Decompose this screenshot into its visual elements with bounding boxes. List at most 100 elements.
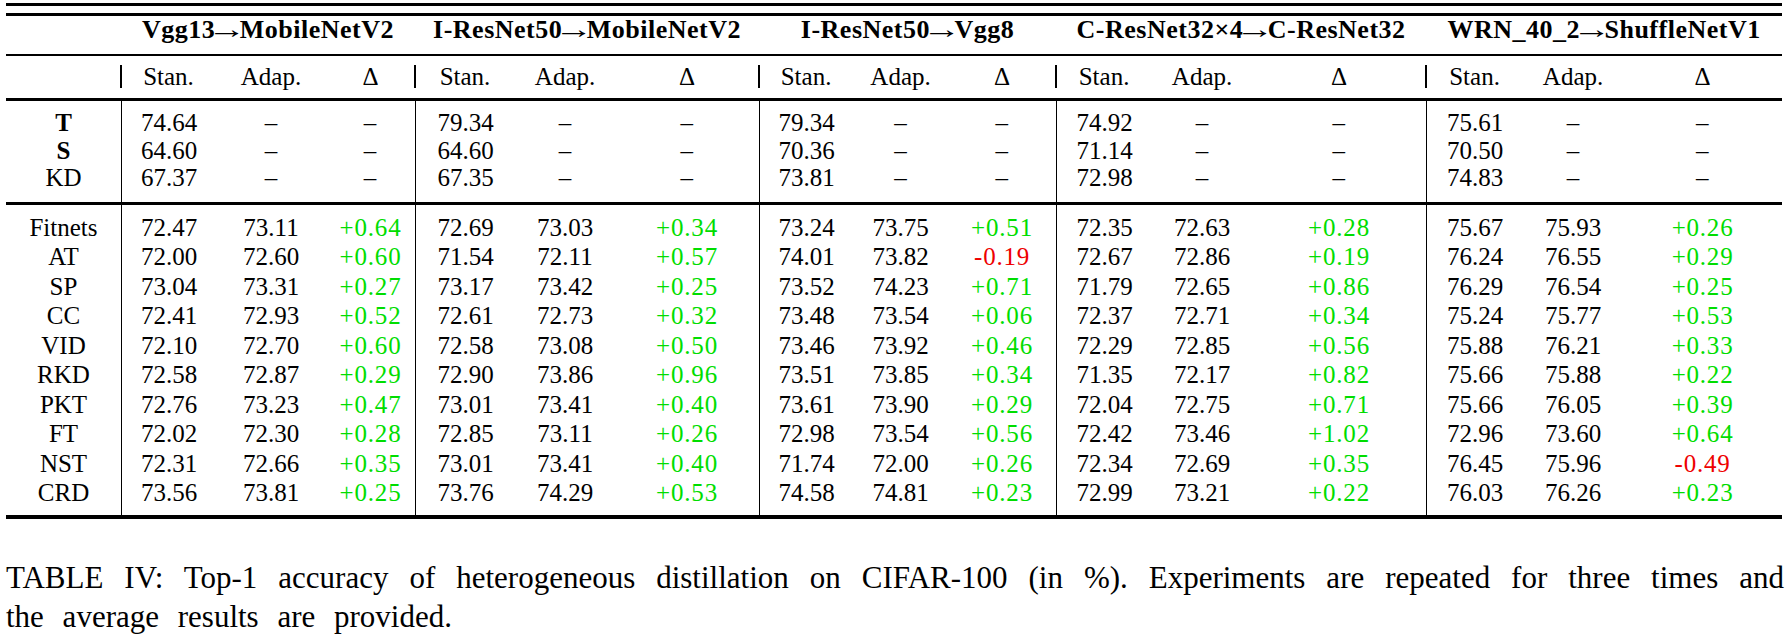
table-row: SP73.0473.31+0.2773.1773.42+0.2573.5274.…	[6, 272, 1782, 302]
adap-value: –	[1152, 137, 1252, 165]
adap-value: 72.30	[216, 419, 326, 449]
stan-value: 72.04	[1056, 390, 1152, 420]
results-table: Vgg13→MobileNetV2I-ResNet50→MobileNetV2I…	[6, 16, 1782, 515]
adap-value: 73.90	[853, 390, 948, 420]
spacer-cell	[415, 98, 515, 109]
column-group-header: WRN_40_2→ShuffleNetV1	[1426, 16, 1782, 54]
spacer-cell	[1523, 192, 1623, 213]
adap-value: 73.60	[1523, 419, 1623, 449]
adap-value: 72.17	[1152, 360, 1252, 390]
stan-value: 76.29	[1426, 272, 1523, 302]
group-header-row: Vgg13→MobileNetV2I-ResNet50→MobileNetV2I…	[6, 16, 1782, 54]
adap-value: 72.63	[1152, 213, 1252, 243]
delta-value: +0.47	[326, 390, 415, 420]
delta-value: +0.06	[948, 301, 1056, 331]
row-label: NST	[6, 449, 121, 479]
stan-value: 64.60	[415, 137, 515, 165]
delta-value: +1.02	[1252, 419, 1426, 449]
adap-value: 73.92	[853, 331, 948, 361]
delta-value: +0.86	[1252, 272, 1426, 302]
table-row: KD67.37––67.35––73.81––72.98––74.83––	[6, 164, 1782, 192]
delta-value: +0.35	[1252, 449, 1426, 479]
subheader-empty	[6, 54, 121, 99]
spacer-cell	[615, 192, 759, 213]
spacer-cell	[1523, 98, 1623, 109]
adap-value: –	[515, 109, 615, 137]
delta-value: +0.28	[326, 419, 415, 449]
spacer-cell	[415, 192, 515, 213]
column-group-header: Vgg13→MobileNetV2	[121, 16, 415, 54]
spacer-cell	[1056, 192, 1152, 213]
table-row: Fitnets72.4773.11+0.6472.6973.03+0.3473.…	[6, 213, 1782, 243]
adap-value: 73.23	[216, 390, 326, 420]
stan-value: 71.35	[1056, 360, 1152, 390]
delta-value: +0.96	[615, 360, 759, 390]
delta-value: +0.29	[1623, 242, 1782, 272]
row-label: CC	[6, 301, 121, 331]
subheader-adap: Adap.	[216, 54, 326, 99]
stan-value: 73.46	[759, 331, 853, 361]
spacer-cell	[6, 192, 121, 213]
delta-value: +0.71	[1252, 390, 1426, 420]
subheader-delta: Δ	[615, 54, 759, 99]
adap-value: 76.05	[1523, 390, 1623, 420]
spacer-cell	[853, 98, 948, 109]
table-row: FT72.0272.30+0.2872.8573.11+0.2672.9873.…	[6, 419, 1782, 449]
spacer-cell	[326, 192, 415, 213]
delta-value: -0.49	[1623, 449, 1782, 479]
caption-line-1: TABLE IV: Top-1 accuracy of heterogeneou…	[6, 561, 1784, 595]
spacer-cell	[515, 98, 615, 109]
delta-value: +0.25	[615, 272, 759, 302]
adap-value: 76.21	[1523, 331, 1623, 361]
rule-top-outer	[6, 3, 1782, 6]
spacer-cell	[1152, 508, 1252, 515]
right-arrow: →	[1572, 17, 1612, 43]
stan-value: 72.61	[415, 301, 515, 331]
adap-value: 76.55	[1523, 242, 1623, 272]
subheader-adap: Adap.	[1523, 54, 1623, 99]
adap-value: 73.41	[515, 390, 615, 420]
spacer-cell	[853, 192, 948, 213]
stan-value: 76.03	[1426, 478, 1523, 508]
delta-value: –	[1623, 164, 1782, 192]
table-row: RKD72.5872.87+0.2972.9073.86+0.9673.5173…	[6, 360, 1782, 390]
stan-value: 74.83	[1426, 164, 1523, 192]
spacer-cell	[759, 98, 853, 109]
row-label: RKD	[6, 360, 121, 390]
stan-value: 74.58	[759, 478, 853, 508]
delta-value: +0.64	[326, 213, 415, 243]
spacer-cell	[948, 192, 1056, 213]
delta-value: +0.25	[326, 478, 415, 508]
spacer-cell	[121, 508, 216, 515]
adap-value: 72.65	[1152, 272, 1252, 302]
delta-value: –	[615, 164, 759, 192]
delta-value: +0.34	[615, 213, 759, 243]
delta-value: +0.57	[615, 242, 759, 272]
spacer-cell	[6, 508, 121, 515]
table-row: NST72.3172.66+0.3573.0173.41+0.4071.7472…	[6, 449, 1782, 479]
adap-value: –	[216, 164, 326, 192]
stan-value: 70.50	[1426, 137, 1523, 165]
spacer-cell	[515, 192, 615, 213]
stan-value: 73.48	[759, 301, 853, 331]
delta-value: –	[326, 109, 415, 137]
adap-value: 75.96	[1523, 449, 1623, 479]
subheader-adap: Adap.	[515, 54, 615, 99]
adap-value: 73.03	[515, 213, 615, 243]
stan-value: 72.90	[415, 360, 515, 390]
delta-value: –	[615, 137, 759, 165]
delta-value: +0.40	[615, 390, 759, 420]
delta-value: -0.19	[948, 242, 1056, 272]
delta-value: –	[1623, 137, 1782, 165]
subheader-delta: Δ	[326, 54, 415, 99]
adap-value: 73.11	[515, 419, 615, 449]
subheader-row: Stan.Adap.ΔStan.Adap.ΔStan.Adap.ΔStan.Ad…	[6, 54, 1782, 99]
spacer-cell	[1426, 508, 1523, 515]
spacer-cell	[326, 98, 415, 109]
adap-value: 74.29	[515, 478, 615, 508]
stan-value: 75.67	[1426, 213, 1523, 243]
stan-value: 75.88	[1426, 331, 1523, 361]
delta-value: +0.34	[1252, 301, 1426, 331]
group-header-empty	[6, 16, 121, 54]
stan-value: 75.66	[1426, 360, 1523, 390]
